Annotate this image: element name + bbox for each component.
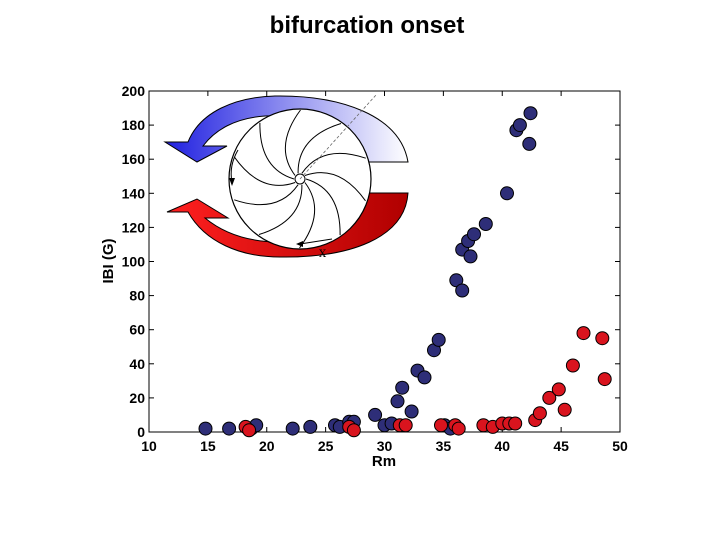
y-tick-label: 20 [129,390,145,406]
chart-title: bifurcation onset [270,12,465,39]
data-point-red [242,423,257,438]
turbine-vane [301,152,366,174]
data-point-blue [523,106,538,121]
data-point-red [557,402,572,417]
data-point-blue [404,404,419,419]
data-point-blue [222,421,237,436]
data-point-blue [368,407,383,422]
data-point-red [451,421,466,436]
turbine-vane [297,123,342,174]
turbine-vane [234,156,296,186]
x-tick-label: 40 [494,438,510,454]
y-tick-label: 140 [122,185,146,201]
y-tick-label: 180 [122,117,146,133]
x-tick-label: 20 [259,438,275,454]
y-tick-label: 160 [122,151,146,167]
data-point-red [565,358,580,373]
turbine-vane [304,172,366,202]
dashed-axis-line [299,94,377,180]
x-tick-label: 45 [553,438,569,454]
inset-annotation-x: X [319,249,327,260]
x-tick-label: 10 [141,438,157,454]
x-tick-label: 35 [436,438,452,454]
turbine-vane [284,109,301,176]
data-point-blue [463,249,478,264]
data-point-blue [390,394,405,409]
data-point-blue [395,380,410,395]
data-point-blue [500,186,514,201]
data-point-red [346,423,361,438]
data-point-red [597,372,612,387]
data-point-red [398,418,413,433]
data-point-blue [303,419,318,434]
data-point-blue [467,227,481,242]
x-tick-label: 15 [200,438,216,454]
y-tick-label: 100 [122,254,146,270]
y-tick-label: 120 [122,219,146,235]
turbine-vanes [234,109,366,249]
turbine-vane [305,178,341,236]
data-point-blue [417,370,432,385]
turbine-vane [299,182,316,249]
series-red [238,326,612,438]
data-point-red [576,326,591,341]
data-point-blue [198,421,213,436]
data-point-blue [478,217,493,231]
data-point-red [542,390,557,405]
rotation-arrow-bottom [299,238,333,245]
data-point-red [551,382,566,397]
x-tick-label: 50 [612,438,628,454]
y-tick-label: 0 [137,424,145,440]
data-point-red [508,416,523,431]
y-tick-label: 60 [129,322,145,338]
y-tick-label: 200 [122,83,146,99]
data-point-blue [512,118,527,133]
x-tick-label: 30 [377,438,393,454]
data-point-blue [455,283,470,298]
rotation-arrowhead-bottom [296,241,303,247]
data-point-red [434,418,448,433]
tick-labels: 10 15 20 25 30 35 40 45 50 0 20 40 60 80 100 120 140 160 1… [122,83,628,454]
data-point-blue [522,136,537,151]
turbine-vane [259,122,295,180]
x-tick-label: 25 [318,438,334,454]
y-tick-label: 40 [129,356,145,372]
dynamo-schematic-inset: X [163,94,409,260]
y-axis-label: IBI (G) [100,239,117,284]
turbine-vane [234,184,299,206]
data-point-red [532,406,547,421]
turbine-vane [258,184,303,235]
rotation-arrowhead-left [229,178,235,186]
data-point-blue [431,332,446,347]
y-tick-label: 80 [129,288,145,304]
x-axis-label: Rm [372,453,396,470]
data-point-blue [285,421,300,436]
data-point-red [595,331,610,346]
